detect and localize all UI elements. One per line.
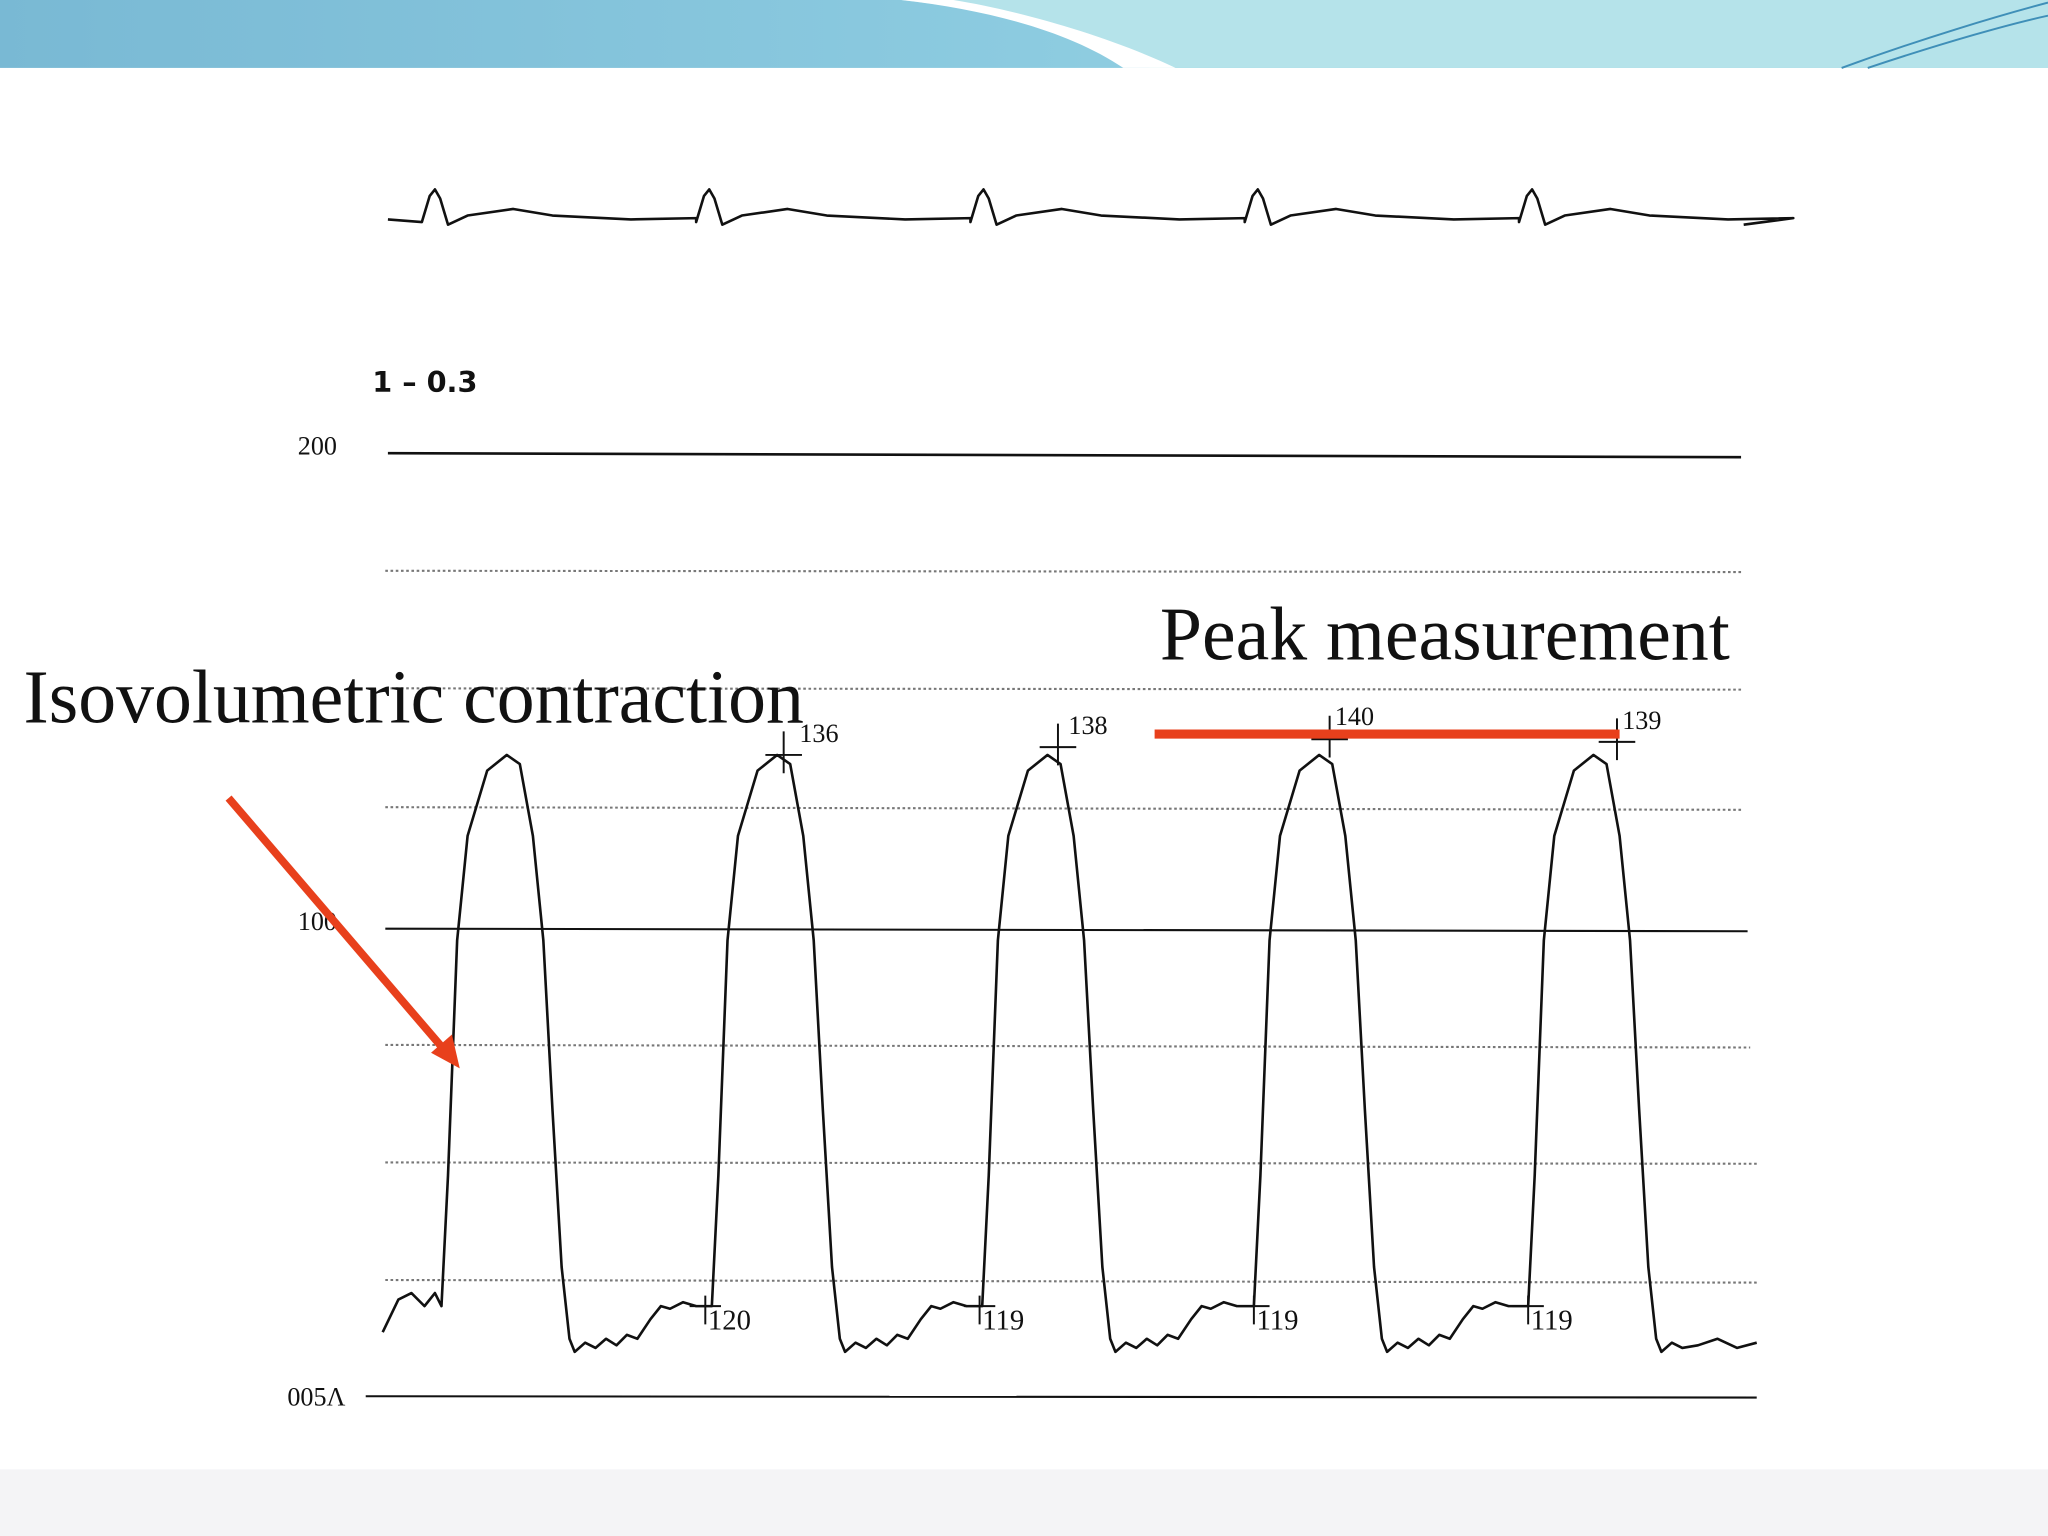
peak-cross: [1598, 718, 1636, 761]
trough-label: 119: [1256, 1305, 1298, 1337]
header-swoosh: [901, 0, 2048, 68]
grid-line: [385, 927, 1748, 933]
header-swoosh-light: [901, 0, 1176, 68]
dotted-line: [385, 569, 1742, 574]
dotted-line: [385, 687, 1742, 691]
trough-cross: [963, 1295, 996, 1325]
arrow-shaft: [225, 795, 450, 1056]
grid-line: [365, 1395, 1757, 1399]
dotted-line: [385, 1043, 1751, 1049]
peak-label: 136: [799, 719, 838, 748]
trough-label: 120: [708, 1305, 751, 1337]
dotted-line: [385, 806, 1742, 811]
peak-label: 138: [1068, 711, 1107, 740]
axis-label: 200: [298, 432, 337, 461]
peak-cross: [1039, 723, 1077, 766]
trough-cross: [1238, 1295, 1270, 1325]
dotted-line: [385, 1161, 1757, 1165]
trough-label: 119: [982, 1305, 1024, 1337]
annotation: Peak measurement: [1160, 593, 1730, 677]
trough-cross: [689, 1295, 721, 1325]
grid-line: [387, 451, 1742, 459]
trough-cross: [1512, 1295, 1544, 1325]
scale-label: 1 – 0.3: [372, 365, 477, 399]
arrow-head: [431, 1034, 460, 1069]
dotted-line: [385, 1278, 1757, 1284]
header-lines: [1841, 1, 2048, 69]
axis-label: 005Λ: [287, 1382, 345, 1411]
footer-band: [0, 1469, 2048, 1536]
annotation: Isovolumetric contraction: [24, 655, 804, 739]
tracing-grid: [365, 451, 1757, 1399]
peak-label: 140: [1335, 702, 1374, 731]
trough-label: 119: [1531, 1305, 1573, 1337]
ecg-trace: [387, 188, 1795, 226]
pressure-trace: [381, 753, 1758, 1354]
peak-label: 139: [1622, 706, 1661, 735]
peak-cross: [765, 731, 802, 774]
